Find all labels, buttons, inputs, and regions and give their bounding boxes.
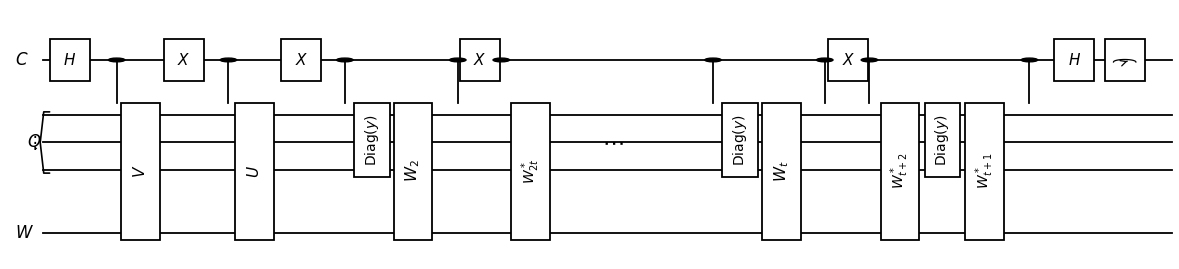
- Text: $H$: $H$: [64, 52, 77, 68]
- Circle shape: [493, 58, 509, 62]
- Circle shape: [861, 58, 877, 62]
- Circle shape: [220, 58, 237, 62]
- Text: $W^*_{t+2}$: $W^*_{t+2}$: [889, 153, 911, 189]
- Circle shape: [337, 58, 353, 62]
- Bar: [1054, 39, 1094, 81]
- Bar: [282, 39, 322, 81]
- Circle shape: [449, 58, 466, 62]
- Bar: [881, 102, 920, 240]
- Text: $W_t$: $W_t$: [772, 160, 791, 182]
- Bar: [723, 102, 758, 177]
- Text: $\cdots$: $\cdots$: [602, 133, 624, 153]
- Bar: [235, 102, 274, 240]
- Bar: [1105, 39, 1145, 81]
- Text: $\mathrm{Diag}(y)$: $\mathrm{Diag}(y)$: [363, 114, 381, 166]
- Text: $H$: $H$: [1067, 52, 1081, 68]
- Text: $V$: $V$: [132, 164, 149, 178]
- Text: $X$: $X$: [474, 52, 487, 68]
- Bar: [762, 102, 801, 240]
- Bar: [394, 102, 433, 240]
- Bar: [120, 102, 159, 240]
- Text: C: C: [15, 51, 27, 69]
- Bar: [924, 102, 960, 177]
- Text: $\vdots$: $\vdots$: [26, 133, 38, 152]
- Bar: [829, 39, 868, 81]
- Text: Q: Q: [27, 133, 40, 151]
- Bar: [460, 39, 500, 81]
- Text: $X$: $X$: [177, 52, 190, 68]
- Text: $\mathrm{Diag}(y)$: $\mathrm{Diag}(y)$: [731, 114, 749, 166]
- Bar: [512, 102, 551, 240]
- Circle shape: [817, 58, 834, 62]
- Circle shape: [1021, 58, 1038, 62]
- Text: $U$: $U$: [246, 165, 262, 178]
- Circle shape: [705, 58, 722, 62]
- Text: $W^*_{t+1}$: $W^*_{t+1}$: [974, 153, 996, 189]
- Circle shape: [108, 58, 125, 62]
- Bar: [354, 102, 389, 177]
- Bar: [50, 39, 90, 81]
- Text: W: W: [15, 224, 32, 242]
- Text: $\mathrm{Diag}(y)$: $\mathrm{Diag}(y)$: [934, 114, 951, 166]
- Bar: [966, 102, 1005, 240]
- Text: $X$: $X$: [842, 52, 855, 68]
- Text: $W_2$: $W_2$: [403, 160, 422, 182]
- Bar: [164, 39, 204, 81]
- Text: $X$: $X$: [295, 52, 308, 68]
- Text: $W^*_{2t}$: $W^*_{2t}$: [520, 158, 542, 184]
